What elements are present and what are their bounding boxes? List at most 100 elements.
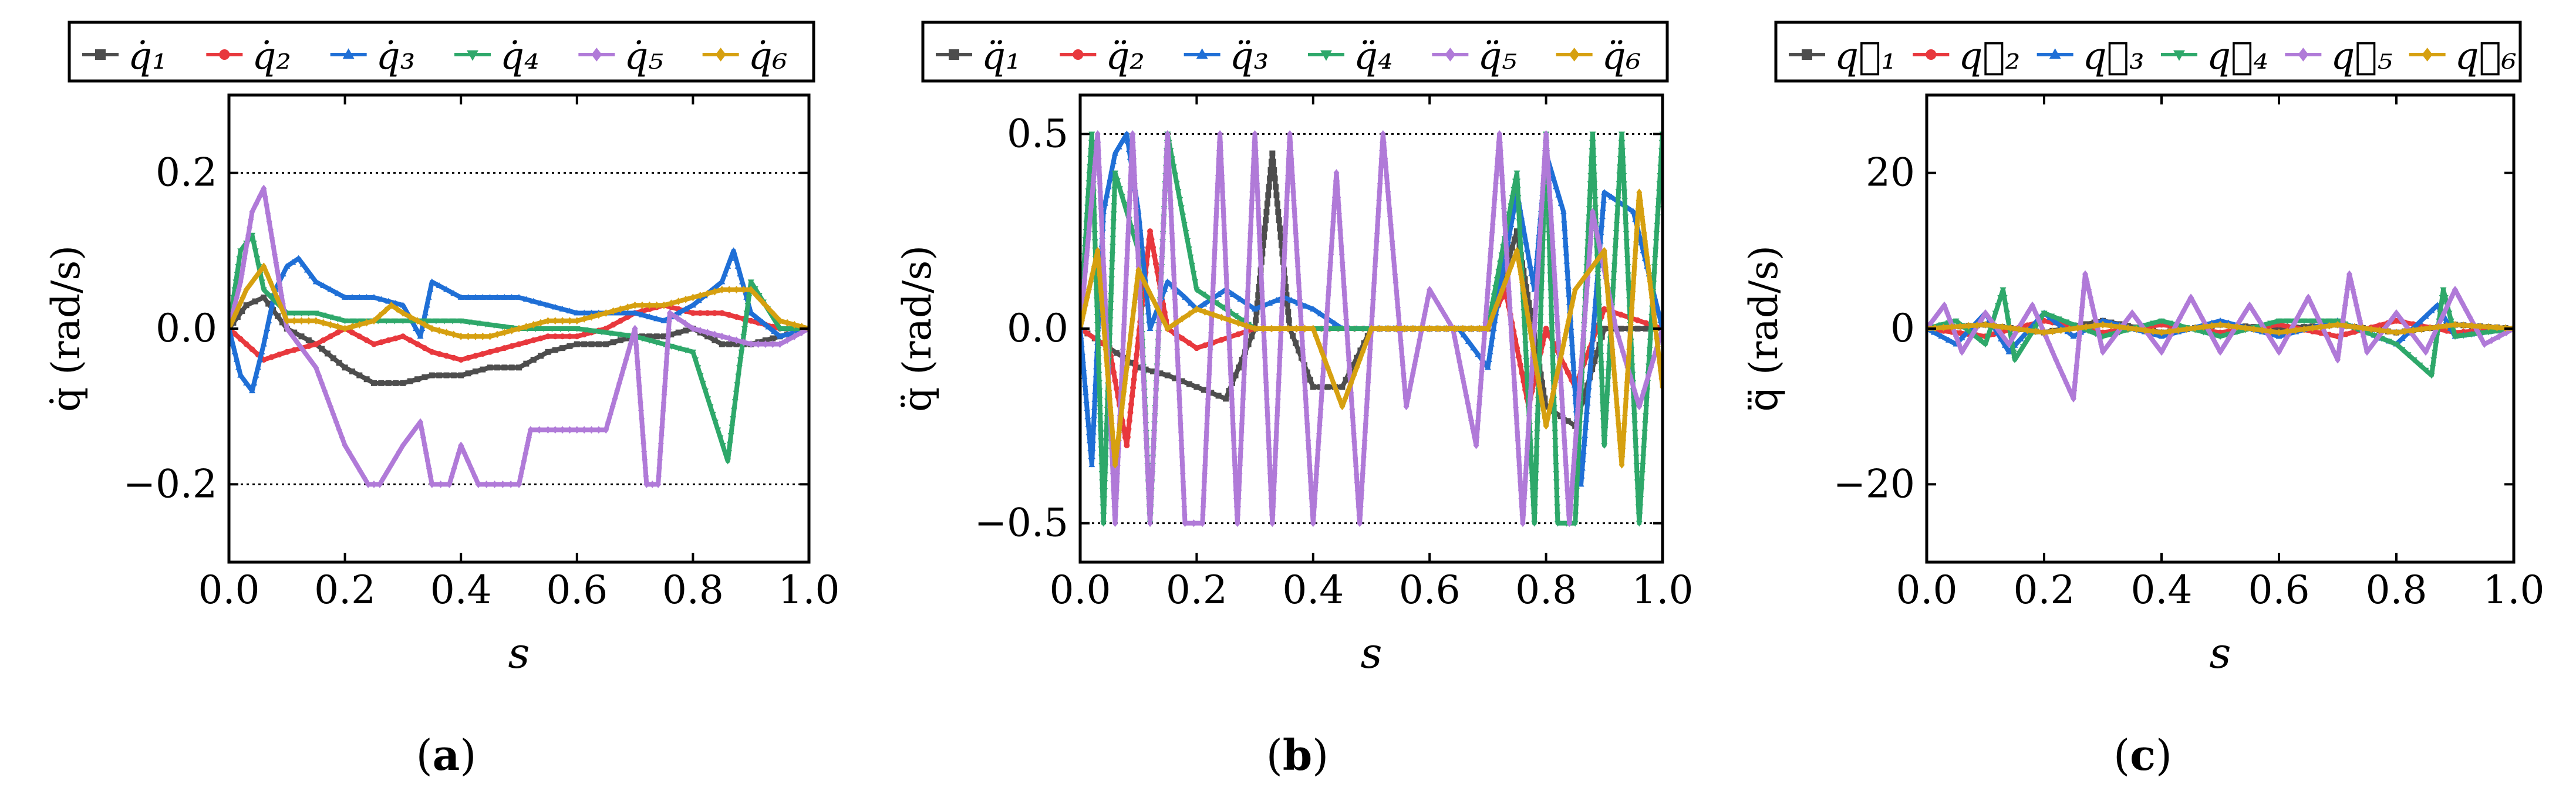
data-point bbox=[1461, 383, 1468, 391]
data-point bbox=[2217, 320, 2223, 329]
data-point bbox=[1360, 348, 1366, 356]
data-point bbox=[1532, 320, 1538, 329]
data-point bbox=[1260, 312, 1266, 320]
data-point bbox=[1625, 361, 1631, 370]
data-point bbox=[1402, 386, 1408, 394]
data-point bbox=[1229, 290, 1236, 297]
data-point bbox=[1243, 312, 1250, 320]
data-point bbox=[350, 318, 357, 324]
data-point bbox=[1358, 494, 1364, 502]
data-point bbox=[1570, 293, 1577, 302]
data-point bbox=[2200, 329, 2207, 336]
data-point bbox=[419, 425, 425, 434]
data-point bbox=[2217, 348, 2223, 356]
data-point bbox=[2301, 318, 2308, 324]
data-point bbox=[1148, 502, 1154, 511]
data-point bbox=[566, 307, 573, 314]
data-point bbox=[393, 380, 399, 386]
data-point bbox=[1127, 180, 1134, 188]
data-point bbox=[2309, 318, 2316, 324]
data-point bbox=[725, 450, 732, 457]
data-point bbox=[1549, 363, 1556, 370]
data-point bbox=[1512, 387, 1518, 395]
data-point bbox=[1219, 188, 1226, 196]
data-point bbox=[1084, 244, 1091, 252]
data-point bbox=[433, 318, 440, 324]
data-point bbox=[1563, 326, 1570, 334]
data-point bbox=[1958, 334, 1965, 340]
data-point bbox=[1095, 347, 1102, 353]
data-point bbox=[1647, 278, 1653, 286]
data-point bbox=[1235, 331, 1242, 337]
data-point bbox=[1107, 300, 1114, 307]
data-point bbox=[1548, 322, 1555, 328]
data-point bbox=[2284, 318, 2291, 324]
data-point bbox=[1154, 370, 1160, 378]
data-point bbox=[1174, 353, 1181, 361]
data-point bbox=[740, 334, 747, 340]
data-point bbox=[1552, 438, 1559, 444]
data-point bbox=[1108, 420, 1115, 428]
data-point bbox=[1322, 340, 1329, 348]
data-point bbox=[1131, 155, 1137, 163]
data-point bbox=[1337, 234, 1344, 242]
data-point bbox=[1310, 511, 1317, 519]
data-point bbox=[1175, 362, 1181, 370]
data-point bbox=[2053, 356, 2059, 364]
data-point bbox=[436, 351, 443, 357]
data-point bbox=[1134, 229, 1140, 238]
data-point bbox=[308, 272, 315, 279]
data-point bbox=[1179, 469, 1186, 478]
data-point bbox=[269, 234, 275, 242]
legend-item-5: q̈₅ bbox=[1432, 35, 1517, 78]
data-point bbox=[1319, 348, 1325, 356]
data-point bbox=[1528, 316, 1535, 322]
data-point bbox=[1228, 370, 1234, 378]
data-point bbox=[595, 311, 602, 319]
data-point bbox=[1586, 198, 1593, 204]
data-point bbox=[342, 318, 349, 324]
data-point bbox=[417, 333, 424, 339]
legend-box bbox=[68, 21, 815, 83]
data-point bbox=[1618, 312, 1624, 318]
data-point bbox=[660, 398, 667, 407]
data-point bbox=[1232, 372, 1239, 378]
data-point bbox=[450, 290, 457, 296]
panel-caption-letter: b bbox=[1283, 730, 1312, 780]
data-point bbox=[1498, 163, 1505, 171]
data-point bbox=[1618, 326, 1624, 332]
data-point bbox=[733, 341, 740, 347]
data-point bbox=[1634, 317, 1641, 323]
data-point bbox=[242, 246, 249, 255]
data-point bbox=[1569, 486, 1575, 495]
data-point bbox=[735, 373, 742, 380]
data-point bbox=[1160, 229, 1166, 238]
data-point bbox=[1539, 196, 1545, 204]
data-point bbox=[1262, 362, 1269, 370]
data-point bbox=[1518, 271, 1524, 279]
data-point bbox=[2446, 310, 2453, 317]
data-point bbox=[1483, 302, 1490, 310]
data-point bbox=[1272, 461, 1278, 469]
data-point bbox=[1218, 336, 1225, 343]
data-point bbox=[1526, 403, 1533, 411]
data-point bbox=[1455, 350, 1461, 358]
data-point bbox=[1523, 374, 1530, 380]
x-tick-label: 0.4 bbox=[1282, 567, 1344, 613]
data-point bbox=[1323, 316, 1330, 324]
data-point bbox=[2206, 327, 2213, 336]
data-point bbox=[712, 337, 718, 343]
data-point bbox=[443, 329, 450, 337]
data-point bbox=[1324, 363, 1331, 371]
data-point bbox=[1377, 324, 1383, 333]
data-point bbox=[1274, 411, 1280, 420]
data-point bbox=[1401, 324, 1408, 333]
data-point bbox=[1526, 411, 1532, 420]
data-point bbox=[1167, 188, 1174, 196]
data-point bbox=[2081, 286, 2087, 295]
data-point bbox=[744, 303, 751, 309]
data-point bbox=[385, 380, 392, 386]
panel-a: 0.0 0.2 0.4 0.6 0.8 1.0−0.20.00.2sq̇ (rad/s)q… bbox=[43, 21, 839, 780]
data-point bbox=[1403, 403, 1410, 411]
data-point bbox=[748, 340, 754, 349]
